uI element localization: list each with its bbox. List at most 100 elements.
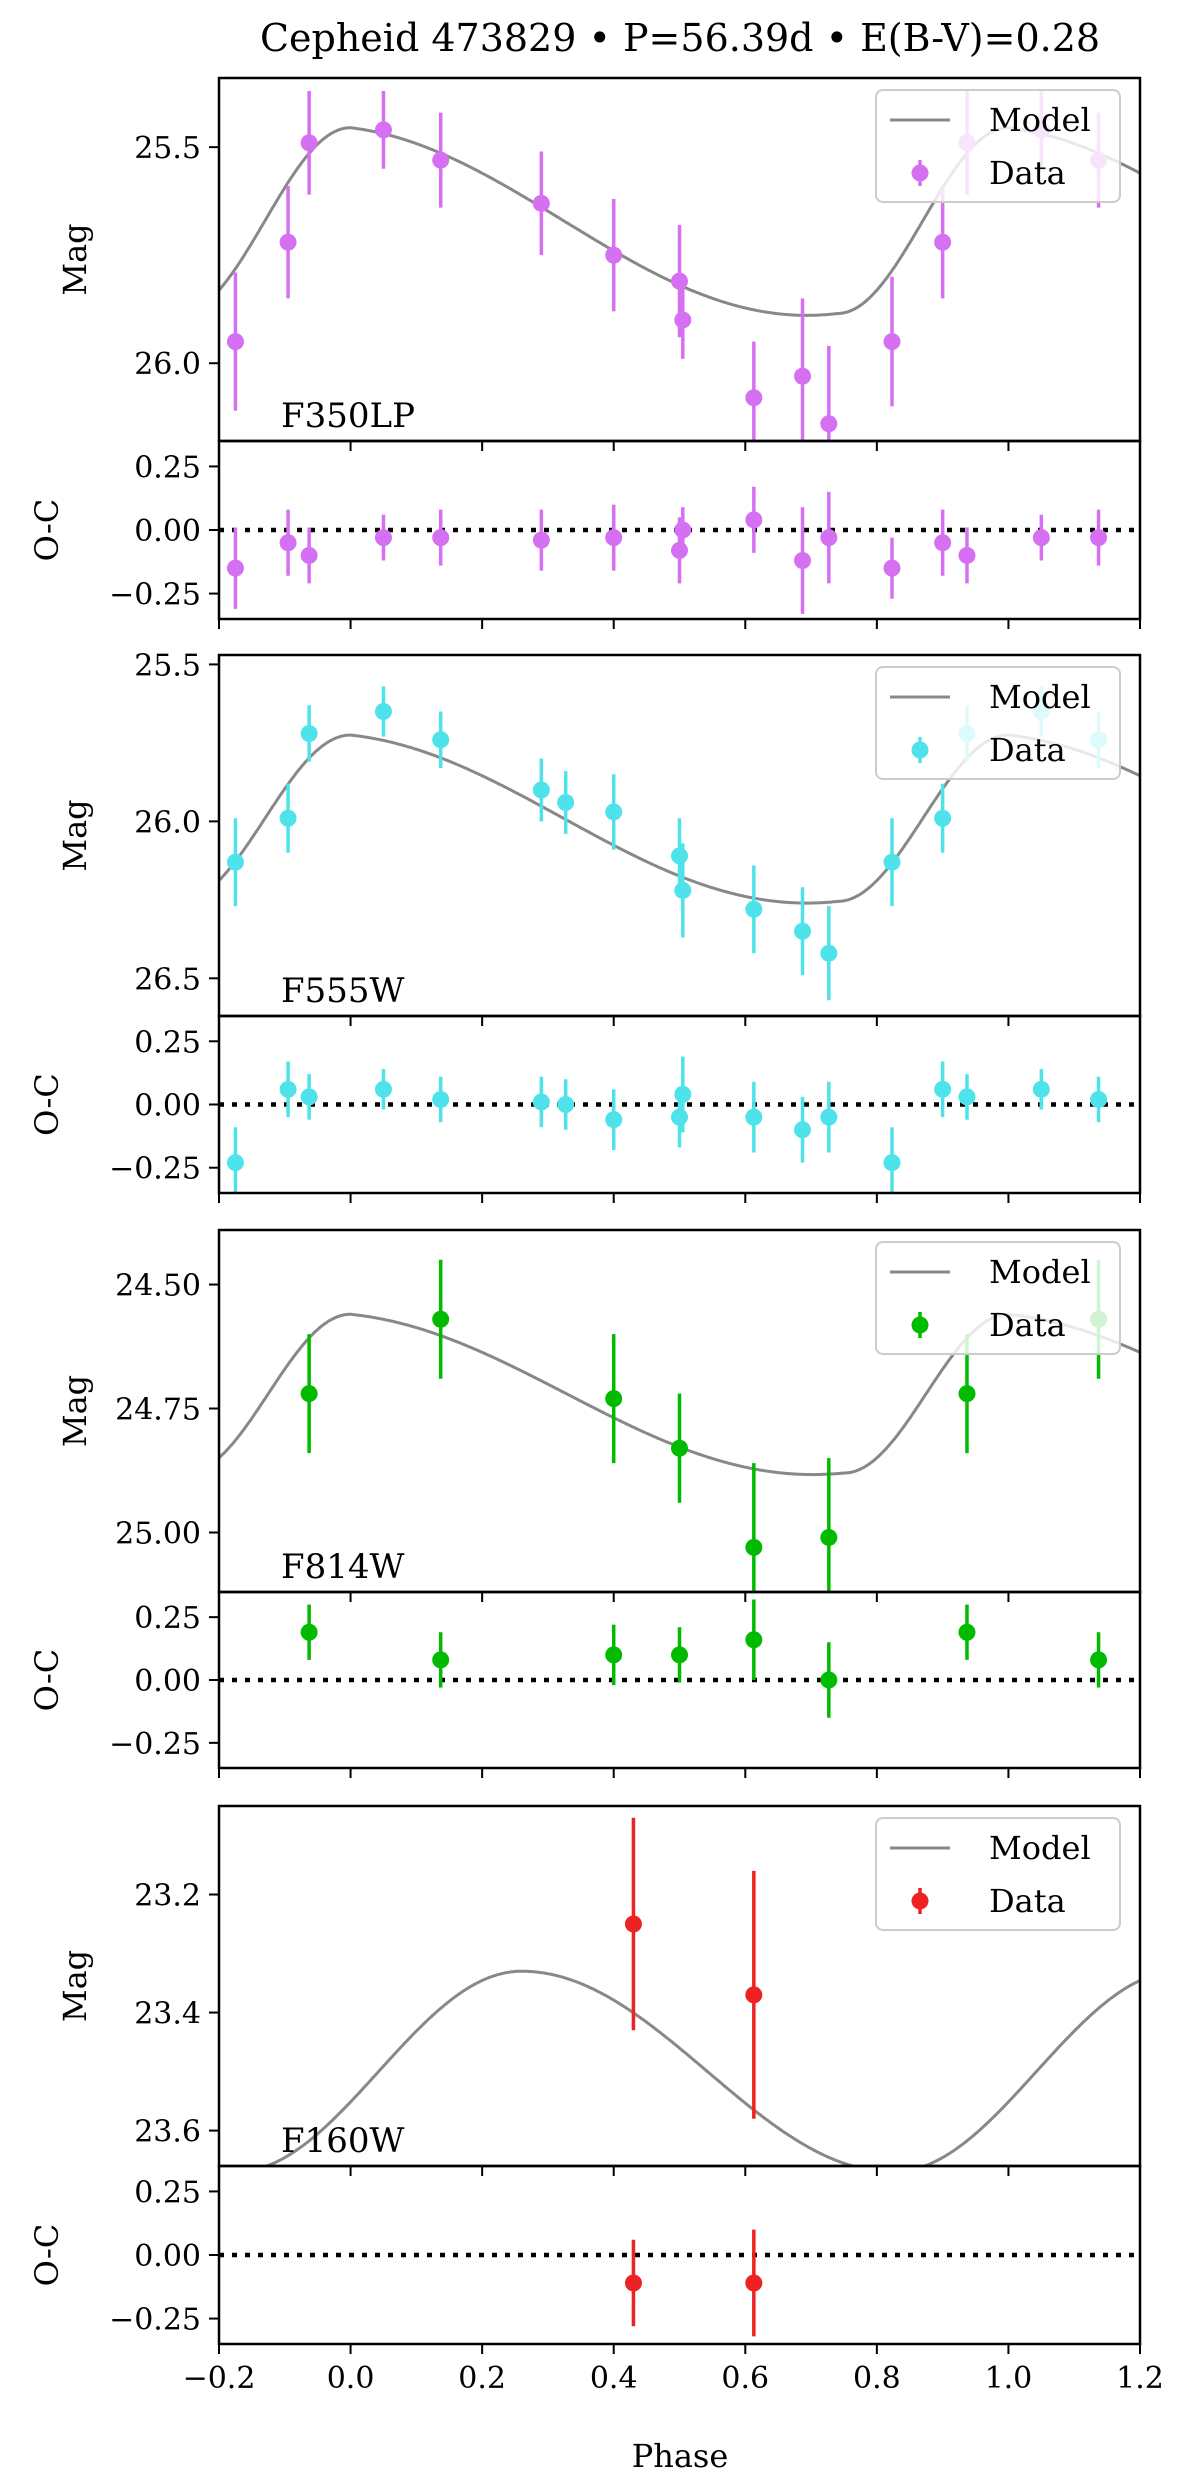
band-panel-f160w: Model Data F160W 23.2 23.4 23.6 Mag 0.25 0.00 −0.…: [28, 1804, 1164, 2396]
legend-data-marker: [911, 1316, 929, 1334]
residual-point: [432, 529, 450, 547]
band-label: F350LP: [281, 396, 415, 436]
residual-plot-area: [219, 1056, 1140, 1193]
residual-point: [674, 521, 692, 539]
residual-point: [671, 1646, 688, 1664]
residual-point: [432, 1651, 450, 1669]
mag-y-tick-label: 25.5: [134, 131, 201, 166]
x-tick-label: 0.2: [458, 2361, 506, 2396]
model-curve: [262, 1969, 1140, 2166]
residual-y-label: O-C: [28, 1073, 66, 1136]
residual-point: [958, 1088, 976, 1106]
residual-plot-area: [219, 2229, 1140, 2337]
data-point: [605, 246, 623, 264]
data-point: [432, 731, 450, 749]
mag-y-tick-label: 26.0: [134, 805, 201, 840]
mag-y-label: Mag: [56, 223, 94, 295]
data-point: [226, 853, 244, 871]
mag-y-tick-label: 25.00: [115, 1516, 201, 1551]
residual-point: [279, 534, 297, 552]
mag-y-tick-label: 26.0: [134, 347, 201, 382]
mag-y-label: Mag: [56, 1950, 94, 2022]
residual-point: [820, 1108, 838, 1126]
data-point: [279, 233, 297, 251]
chart-title: Cepheid 473829 • P=56.39d • E(B-V)=0.28: [260, 16, 1100, 60]
residual-point: [605, 1646, 623, 1664]
data-point: [674, 311, 692, 329]
data-point: [605, 1390, 623, 1408]
residual-point: [958, 1623, 976, 1641]
legend-data-marker: [911, 1892, 929, 1910]
residual-point: [934, 1080, 952, 1098]
residual-point: [671, 1108, 688, 1126]
data-point: [745, 1986, 763, 2004]
mag-y-label: Mag: [56, 1375, 94, 1447]
x-axis-label: Phase: [632, 2437, 729, 2475]
residual-point: [934, 534, 952, 552]
data-point: [745, 389, 763, 407]
legend-box: [875, 1241, 1121, 1355]
legend-box: [875, 1817, 1121, 1931]
data-point: [745, 900, 763, 918]
data-point: [432, 151, 450, 169]
band-panels: Model Data F350LP 25.5 26.0 Mag 0.25 0.00 −0.25 O…: [28, 76, 1164, 2396]
residual-point: [300, 1088, 318, 1106]
data-point: [605, 803, 623, 821]
legend-model-label: Model: [989, 678, 1091, 716]
residual-point: [624, 2274, 642, 2292]
legend-data-label: Data: [989, 1306, 1066, 1344]
residual-point: [432, 1090, 450, 1108]
x-tick-label: −0.2: [183, 2361, 256, 2396]
residual-point: [1090, 529, 1108, 547]
legend-data-label: Data: [989, 1882, 1066, 1920]
data-point: [374, 703, 392, 721]
x-tick-label: 0.8: [853, 2361, 901, 2396]
residual-point: [883, 559, 901, 577]
data-point: [374, 121, 392, 139]
residual-y-tick-label: 0.00: [134, 514, 201, 549]
mag-y-tick-label: 24.50: [115, 1269, 201, 1304]
data-point: [671, 272, 688, 290]
data-point: [745, 1538, 763, 1556]
mag-y-tick-label: 23.2: [134, 1879, 201, 1914]
residual-y-label: O-C: [28, 499, 66, 562]
data-point: [820, 1528, 838, 1546]
residual-y-tick-label: 0.00: [134, 2239, 201, 2274]
mag-plot-area: [262, 1817, 1140, 2166]
data-point: [883, 333, 901, 351]
residual-point: [745, 1631, 763, 1649]
legend: Model Data: [875, 1817, 1121, 1931]
residual-point: [226, 1154, 244, 1172]
mag-y-tick-label: 25.5: [134, 648, 201, 683]
data-point: [883, 853, 901, 871]
x-tick-label: 1.0: [985, 2361, 1033, 2396]
residual-point: [300, 1623, 318, 1641]
residual-point: [1090, 1651, 1108, 1669]
data-point: [820, 415, 838, 433]
legend-box: [875, 666, 1121, 780]
data-point: [557, 794, 575, 812]
data-point: [300, 134, 318, 152]
residual-y-tick-label: −0.25: [109, 2303, 201, 2338]
data-point: [300, 1385, 318, 1403]
data-point: [934, 233, 952, 251]
x-tick-label: 0.6: [721, 2361, 769, 2396]
residual-point: [745, 511, 763, 529]
residual-point: [674, 1085, 692, 1103]
residual-point: [794, 1121, 812, 1139]
residual-y-tick-label: −0.25: [109, 578, 201, 613]
legend: Model Data: [875, 1241, 1121, 1355]
band-label: F555W: [281, 971, 404, 1011]
residual-plot-area: [219, 486, 1140, 614]
residual-point: [1090, 1090, 1108, 1108]
mag-y-tick-label: 23.4: [134, 1997, 201, 2032]
legend-data-marker: [911, 741, 929, 759]
residual-y-tick-label: 0.00: [134, 1664, 201, 1699]
legend: Model Data: [875, 666, 1121, 780]
residual-y-tick-label: 0.00: [134, 1089, 201, 1124]
residual-point: [745, 2274, 763, 2292]
legend-model-label: Model: [989, 1829, 1091, 1867]
residual-point: [1032, 529, 1050, 547]
residual-point: [279, 1080, 297, 1098]
